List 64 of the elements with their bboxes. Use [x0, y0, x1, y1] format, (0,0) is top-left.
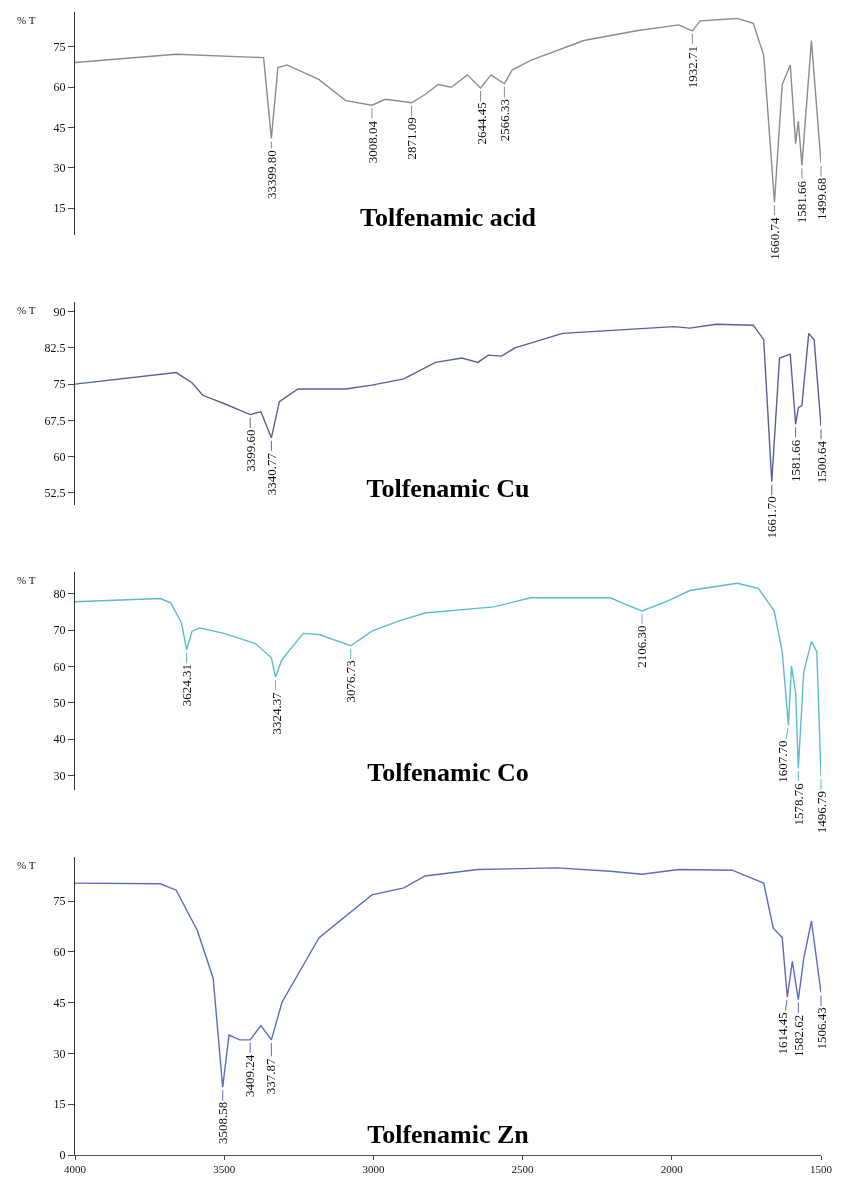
annotation: 1581.66 [788, 439, 804, 482]
annotation: 2644.45 [473, 102, 489, 145]
x-tick-label: 4000 [64, 1163, 87, 1176]
annotation: 3409.24 [242, 1054, 258, 1098]
annotation: 1932.71 [684, 45, 700, 89]
y-tick-label: 70 [53, 623, 66, 638]
y-axis-title: % T [17, 574, 36, 586]
y-tick-label: 60 [53, 449, 66, 464]
text: Tolfenamic Zn [367, 1120, 530, 1150]
x-tick-label: 3500 [213, 1163, 236, 1176]
annotation: 1607.70 [774, 740, 790, 783]
annotation: 337.87 [263, 1057, 279, 1095]
annotation: 1582.62 [790, 1014, 806, 1057]
y-tick-label: 75 [53, 894, 66, 909]
annotation: 1506.43 [813, 1007, 829, 1050]
text: Tolfenamic Cu [366, 473, 530, 503]
annotation: 2106.30 [634, 625, 650, 668]
y-axis-title: % T [17, 859, 36, 871]
annotation: 1578.76 [791, 782, 807, 826]
x-tick-label: 1500 [810, 1163, 833, 1176]
annotation: 3324.37 [268, 691, 284, 735]
y-tick-label: 15 [53, 201, 66, 216]
y-tick-label: 50 [53, 696, 66, 710]
y-tick-label: 30 [53, 161, 66, 176]
y-tick-label: 90 [53, 304, 66, 319]
y-tick-label: 75 [53, 377, 66, 392]
annotation: 33399.80 [263, 150, 279, 199]
y-tick-label: 45 [53, 120, 66, 135]
y-tick-label: 15 [53, 1097, 66, 1112]
y-tick-label: 75 [53, 40, 66, 55]
y-tick-label: 82.5 [44, 341, 66, 356]
annotation: 1661.70 [763, 496, 779, 539]
x-tick-label: 3000 [362, 1163, 385, 1176]
annotation: 3008.04 [364, 120, 380, 164]
x-tick-label: 2000 [660, 1163, 684, 1176]
y-tick-label: 80 [53, 587, 66, 601]
y-tick-label: 30 [53, 1046, 66, 1061]
y-tick-label: 30 [53, 768, 66, 783]
annotation: 3340.77 [263, 452, 279, 496]
text: Tolfenamic Co [367, 758, 529, 788]
y-tick-label: 60 [53, 945, 66, 960]
annotation: 1581.66 [794, 180, 810, 224]
y-tick-label: 40 [53, 732, 66, 747]
y-axis-title: % T [17, 304, 36, 316]
x-tick-label: 2500 [511, 1163, 535, 1176]
annotation: 3508.58 [215, 1101, 231, 1144]
text: Tolfenamic acid [360, 203, 537, 233]
annotation: 1496.79 [813, 790, 829, 834]
annotation: 3399.60 [242, 429, 258, 472]
annotation: 1660.74 [767, 216, 783, 260]
annotation: 3076.73 [342, 660, 358, 703]
y-axis-title: % T [17, 14, 36, 26]
annotation: 1499.68 [814, 177, 829, 220]
y-tick-label: 67.5 [44, 413, 66, 428]
annotation: 1614.45 [775, 1012, 791, 1055]
annotation: 2871.09 [403, 117, 419, 160]
y-tick-label: 60 [53, 659, 66, 674]
annotation: 1500.64 [813, 440, 829, 484]
annotation: 3624.31 [178, 664, 194, 707]
y-tick-label: 0 [59, 1148, 66, 1163]
annotation: 2566.33 [496, 98, 512, 142]
y-tick-label: 52.5 [44, 486, 66, 501]
y-tick-label: 45 [53, 995, 66, 1010]
y-tick-label: 60 [53, 80, 66, 95]
